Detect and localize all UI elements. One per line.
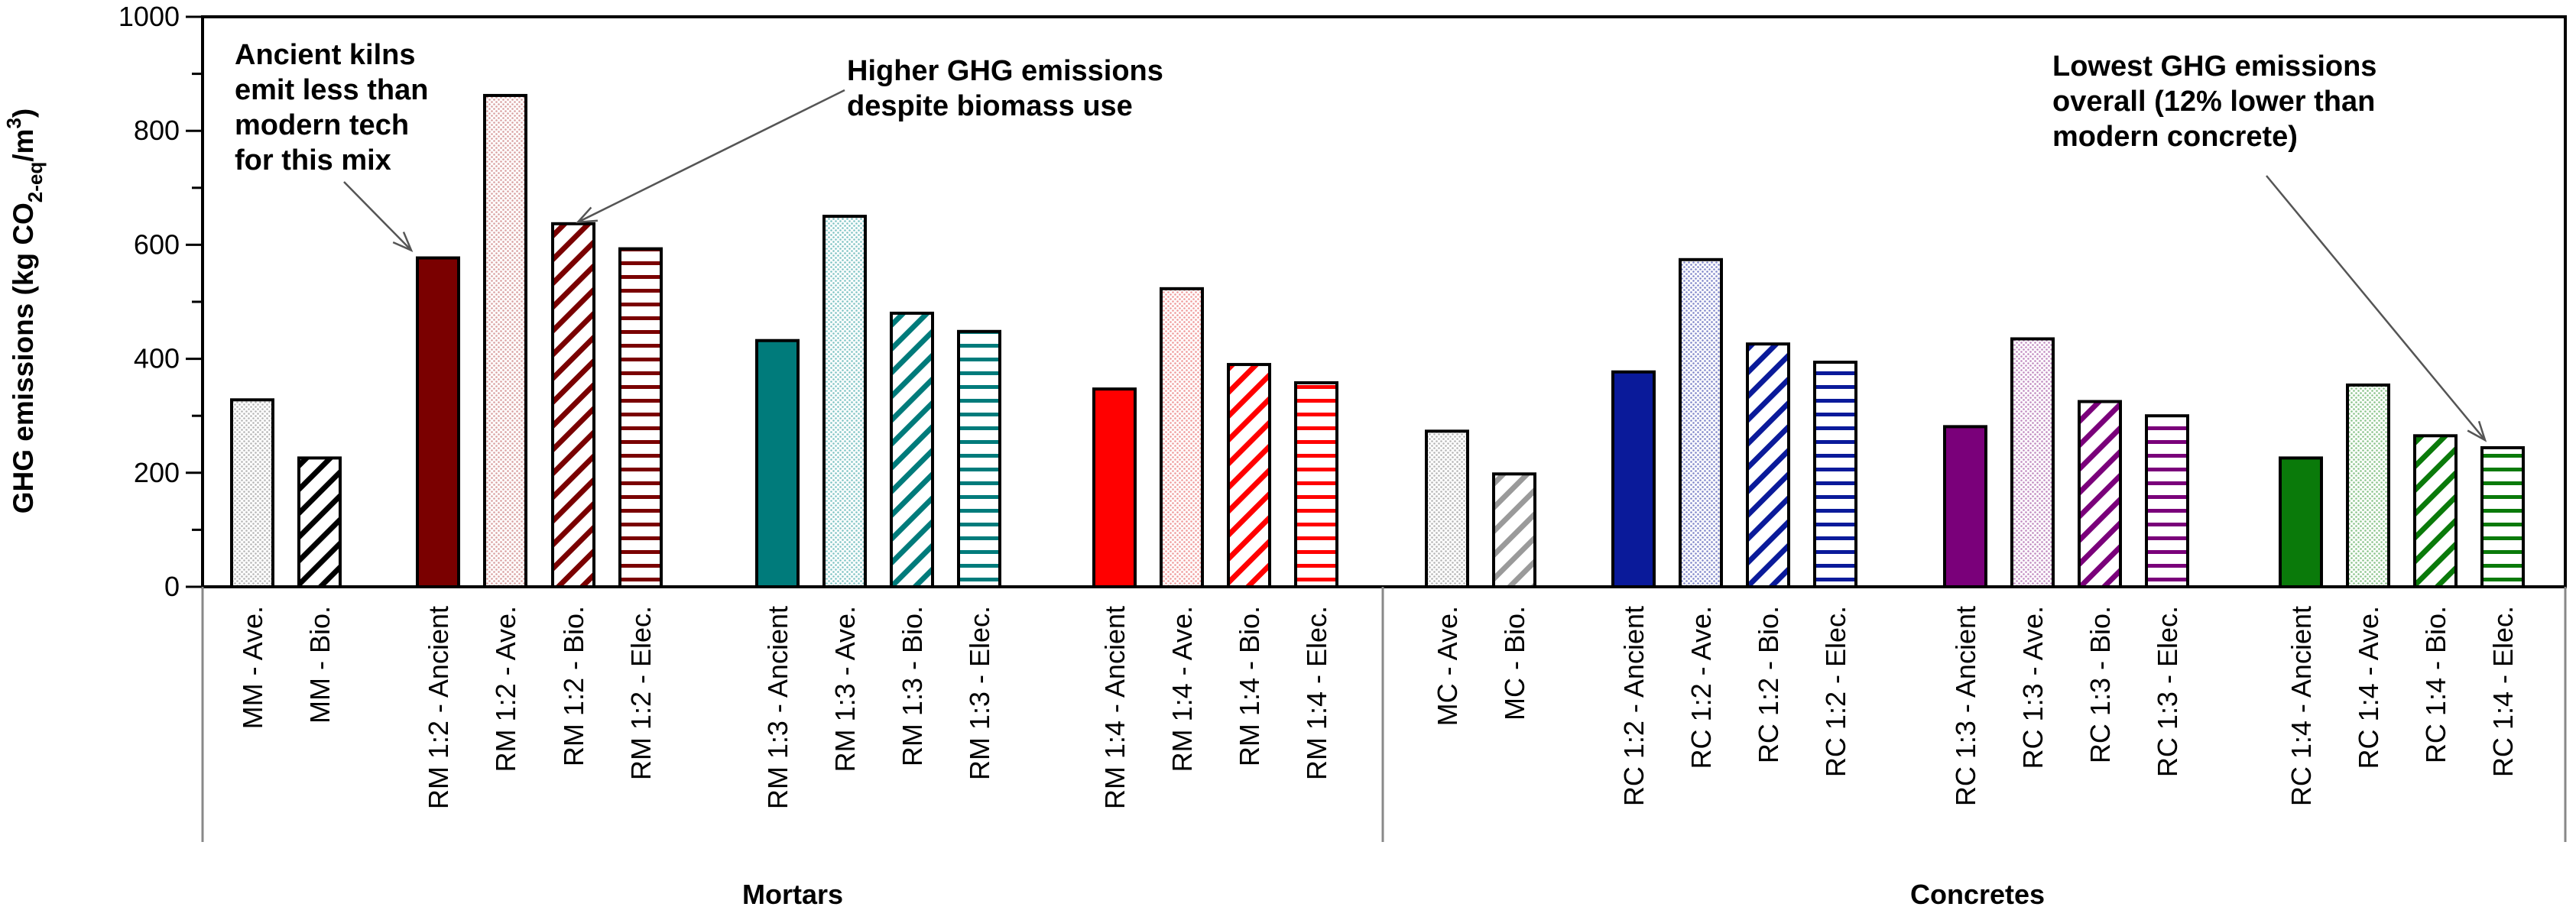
axes-layer: [186, 15, 2567, 842]
x-tick-label-rm-1-3-ave: RM 1:3 - Ave.: [829, 606, 861, 772]
bar-rm-1-2-ancient: [416, 256, 460, 588]
x-tick-label-rc-1-4-ave: RC 1:4 - Ave.: [2353, 606, 2384, 769]
x-tick-label-rm-1-4-bio: RM 1:4 - Bio.: [1234, 606, 1265, 766]
y-tick-label: 0: [164, 571, 180, 602]
x-tick-label-rm-1-2-ave: RM 1:2 - Ave.: [490, 606, 521, 772]
annotation-arrowhead: [575, 206, 599, 224]
x-tick-label-rc-1-4-elec: RC 1:4 - Elec.: [2487, 606, 2519, 777]
bar-mm-bio: [297, 456, 342, 588]
annotation-1: Ancient kilns emit less than modern tech fo…: [235, 39, 428, 252]
bar-rc-1-3-bio: [2078, 400, 2122, 588]
bar-rm-1-2-ave: [483, 93, 527, 588]
y-tick-label: 600: [134, 228, 180, 260]
bar-rc-1-4-ave: [2346, 383, 2390, 588]
bar-rc-1-3-elec: [2145, 414, 2189, 589]
annotation-text: Lowest GHG emissions overall (12% lower t…: [2052, 50, 2376, 153]
x-tick-label-mc-bio: MC - Bio.: [1499, 606, 1530, 721]
annotation-arrow: [577, 89, 845, 223]
x-tick-label-rc-1-4-ancient: RC 1:4 - Ancient: [2286, 606, 2317, 806]
bar-mc-bio: [1492, 472, 1536, 588]
y-tick-label: 800: [134, 115, 180, 146]
x-tick-label-rm-1-4-elec: RM 1:4 - Elec.: [1301, 606, 1332, 780]
bar-rm-1-4-ancient: [1092, 387, 1137, 588]
bar-rc-1-2-ave: [1679, 257, 1723, 588]
group-label-mortars: Mortars: [742, 879, 843, 910]
bar-rm-1-3-ave: [822, 215, 867, 588]
y-tick-label: 1000: [118, 1, 180, 32]
y-axis-title: GHG emissions (kg CO2-eq/m3): [2, 108, 47, 514]
annotation-arrow: [2266, 175, 2486, 441]
x-tick-label-rm-1-4-ancient: RM 1:4 - Ancient: [1099, 606, 1131, 809]
bar-rc-1-3-ave: [2010, 337, 2055, 588]
x-tick-label-mm-ave: MM - Ave.: [237, 606, 268, 729]
x-tick-label-rc-1-3-bio: RC 1:3 - Bio.: [2084, 606, 2116, 763]
x-tick-label-rc-1-3-elec: RC 1:3 - Elec.: [2152, 606, 2183, 777]
bar-rm-1-4-elec: [1294, 381, 1338, 588]
annotation-3: Lowest GHG emissions overall (12% lower t…: [2052, 50, 2487, 442]
bar-rc-1-4-ancient: [2279, 456, 2323, 588]
annotations-layer: Ancient kilns emit less than modern tech fo…: [235, 39, 2487, 442]
bar-rc-1-3-ancient: [1943, 425, 1987, 589]
labels-layer: 0 200 400 600 800 1000 MM - Ave. MM - Bio. RM 1:…: [118, 1, 2519, 910]
x-tick-label-mc-ave: MC - Ave.: [1432, 606, 1463, 726]
annotation-text: Higher GHG emissions despite biomass use: [847, 55, 1163, 122]
annotation-2: Higher GHG emissions despite biomass use: [575, 55, 1163, 224]
bar-mm-ave: [230, 398, 274, 589]
bar-rm-1-3-elec: [957, 329, 1001, 588]
annotation-arrow: [343, 181, 412, 251]
annotation-arrowhead: [392, 232, 414, 252]
bar-mc-ave: [1425, 429, 1469, 588]
x-tick-label-rm-1-4-ave: RM 1:4 - Ave.: [1166, 606, 1198, 772]
bar-rc-1-2-bio: [1746, 342, 1790, 588]
annotation-arrowhead: [2467, 420, 2487, 442]
x-tick-label-rm-1-2-bio: RM 1:2 - Bio.: [558, 606, 589, 766]
bar-rm-1-2-elec: [618, 247, 663, 588]
bar-rm-1-3-bio: [890, 311, 934, 588]
x-tick-label-rc-1-2-ancient: RC 1:2 - Ancient: [1618, 606, 1650, 806]
bar-rm-1-3-ancient: [755, 338, 800, 588]
y-tick-label: 200: [134, 457, 180, 488]
bar-rm-1-4-ave: [1160, 287, 1204, 588]
bar-rm-1-4-bio: [1227, 363, 1271, 588]
x-tick-label-rm-1-2-ancient: RM 1:2 - Ancient: [423, 606, 454, 809]
x-tick-label-rc-1-2-bio: RC 1:2 - Bio.: [1753, 606, 1784, 763]
group-label-concretes: Concretes: [1910, 879, 2045, 910]
bar-rc-1-4-elec: [2480, 445, 2525, 589]
bar-rm-1-2-bio: [551, 222, 595, 588]
x-tick-label-rc-1-2-elec: RC 1:2 - Elec.: [1820, 606, 1851, 777]
x-tick-label-rm-1-3-ancient: RM 1:3 - Ancient: [762, 606, 793, 809]
y-tick-label: 400: [134, 343, 180, 374]
x-tick-label-rm-1-2-elec: RM 1:2 - Elec.: [625, 606, 657, 780]
bar-rc-1-4-bio: [2413, 434, 2458, 588]
x-tick-label-rc-1-3-ancient: RC 1:3 - Ancient: [1950, 606, 1981, 806]
x-tick-label-rc-1-3-ave: RC 1:3 - Ave.: [2017, 606, 2049, 769]
x-tick-label-rm-1-3-elec: RM 1:3 - Elec.: [964, 606, 995, 780]
annotation-text: Ancient kilns emit less than modern tech fo…: [235, 39, 428, 176]
bars-layer: [230, 93, 2525, 589]
x-tick-label-mm-bio: MM - Bio.: [304, 606, 336, 724]
x-tick-label-rc-1-2-ave: RC 1:2 - Ave.: [1685, 606, 1717, 769]
x-tick-label-rc-1-4-bio: RC 1:4 - Bio.: [2420, 606, 2451, 763]
bar-rc-1-2-ancient: [1611, 370, 1656, 588]
bar-rc-1-2-elec: [1813, 361, 1857, 588]
x-tick-label-rm-1-3-bio: RM 1:3 - Bio.: [897, 606, 928, 766]
